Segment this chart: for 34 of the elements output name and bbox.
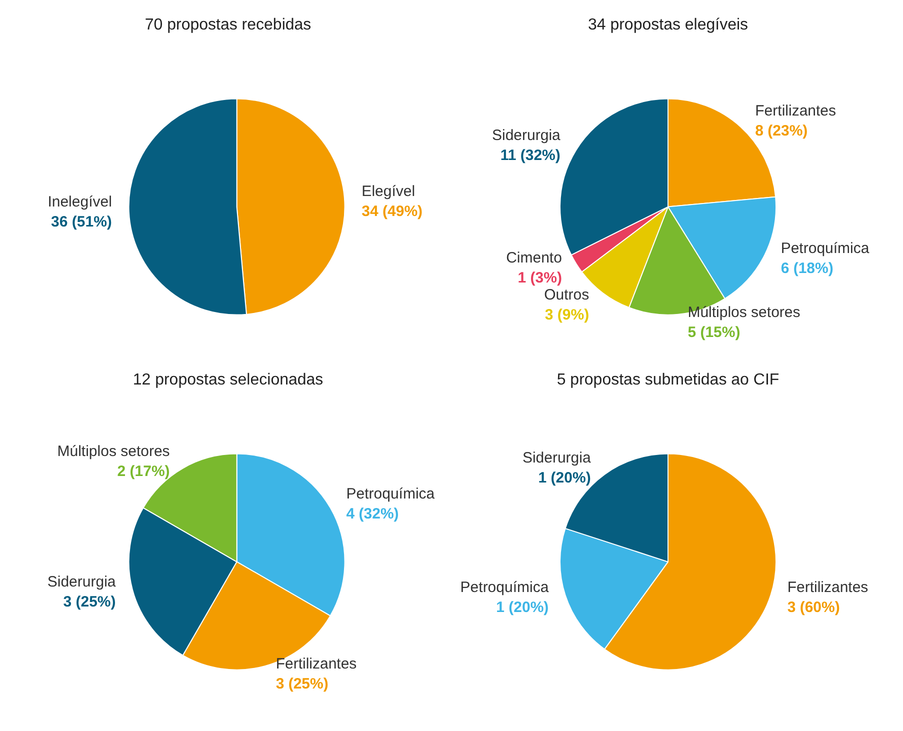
data-label: 2 (17%)	[117, 462, 170, 480]
data-label: 36 (51%)	[51, 214, 112, 231]
slice-label: Siderurgia	[522, 449, 592, 466]
chart-title: 34 propostas elegíveis	[588, 16, 748, 34]
data-label: 3 (60%)	[787, 599, 840, 616]
data-label: 1 (20%)	[496, 599, 549, 616]
data-label: 8 (23%)	[755, 122, 808, 140]
chart-title: 70 propostas recebidas	[144, 16, 312, 34]
chart-title: 12 propostas selecionadas	[132, 372, 324, 388]
data-label: 1 (20%)	[538, 469, 591, 486]
data-label: 1 (3%)	[518, 269, 562, 286]
data-label: 11 (32%)	[500, 147, 560, 164]
slice-label: Cimento	[506, 249, 562, 266]
data-label: 5 (15%)	[688, 324, 740, 341]
slice-label: Siderurgia	[47, 573, 116, 590]
slice-label: Fertilizantes	[787, 579, 868, 596]
data-label: 34 (49%)	[362, 203, 423, 220]
chart-title: 5 propostas submetidas ao CIF	[556, 372, 780, 388]
slice-label: Petroquímica	[780, 240, 870, 258]
slice-label: Múltiplos setores	[688, 304, 800, 321]
data-label: 3 (25%)	[276, 675, 328, 692]
data-label: 3 (25%)	[63, 593, 116, 610]
slice-label: Elegível	[362, 183, 416, 200]
data-label: 3 (9%)	[544, 306, 590, 324]
slice-label: Fertilizantes	[755, 102, 836, 120]
data-label: 6 (18%)	[780, 260, 834, 278]
slice-label: Fertilizantes	[276, 655, 357, 672]
slice-label: Inelegível	[48, 194, 112, 211]
slice-label: Siderurgia	[492, 127, 562, 144]
slice-label: Petroquímica	[346, 485, 436, 502]
slice-label: Múltiplos setores	[57, 442, 170, 460]
slice-label: Petroquímica	[460, 579, 550, 596]
data-label: 4 (32%)	[346, 505, 399, 522]
slice-label: Outros	[544, 286, 590, 304]
